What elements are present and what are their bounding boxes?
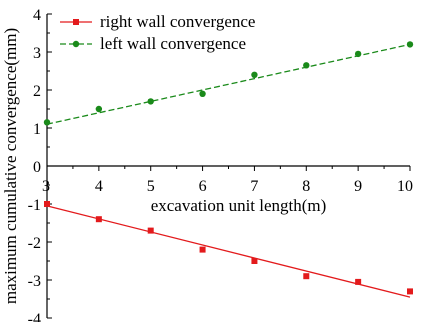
- y-tick-label: 4: [33, 7, 41, 24]
- data-point: [147, 227, 154, 234]
- y-tick-label: 1: [33, 121, 41, 138]
- data-point: [199, 90, 206, 98]
- x-tick-label: 3: [42, 178, 50, 195]
- data-point: [95, 105, 103, 113]
- data-point: [406, 41, 414, 48]
- legend-marker: [73, 19, 79, 25]
- legend-entry-2: left wall convergence: [60, 34, 246, 53]
- x-axis-label: excavation unit length(m): [151, 196, 327, 215]
- fit-line: [46, 205, 411, 298]
- data-point: [407, 288, 413, 295]
- data-point: [303, 273, 310, 280]
- series-2: [43, 41, 414, 126]
- x-tick-label: 4: [95, 178, 103, 195]
- series-layer: [43, 41, 414, 298]
- data-point: [354, 50, 362, 58]
- x-tick-label: 5: [147, 178, 155, 195]
- y-tick-label: 2: [33, 83, 41, 100]
- x-tick-label: 8: [302, 178, 310, 195]
- data-point: [251, 71, 258, 79]
- y-tick-label: 3: [33, 45, 41, 62]
- data-point: [95, 216, 102, 223]
- data-point: [44, 201, 50, 207]
- data-point: [199, 246, 206, 253]
- y-tick-label: 0: [33, 159, 41, 176]
- x-tick-label: 7: [250, 178, 258, 195]
- y-axis-label: maximum cumulative convergence(mm): [1, 28, 20, 304]
- y-tick-label: -1: [28, 197, 41, 214]
- legend-label: left wall convergence: [100, 34, 246, 53]
- data-point: [303, 62, 310, 69]
- series-1: [44, 201, 413, 298]
- y-tick-label: -2: [28, 235, 41, 252]
- data-point: [355, 278, 362, 285]
- legend-label: right wall convergence: [100, 12, 255, 31]
- x-tick-label: 10: [397, 178, 413, 195]
- x-tick-label: 6: [199, 178, 207, 195]
- y-tick-label: -4: [28, 311, 41, 322]
- y-tick-label: -3: [28, 273, 41, 290]
- legend-marker: [72, 40, 80, 48]
- fit-line: [46, 43, 411, 125]
- data-point: [147, 98, 154, 105]
- legend: right wall convergence left wall converge…: [60, 12, 255, 53]
- data-point: [43, 119, 51, 126]
- x-tick-label: 9: [354, 178, 362, 195]
- data-point: [251, 258, 258, 264]
- legend-entry-1: right wall convergence: [60, 12, 255, 31]
